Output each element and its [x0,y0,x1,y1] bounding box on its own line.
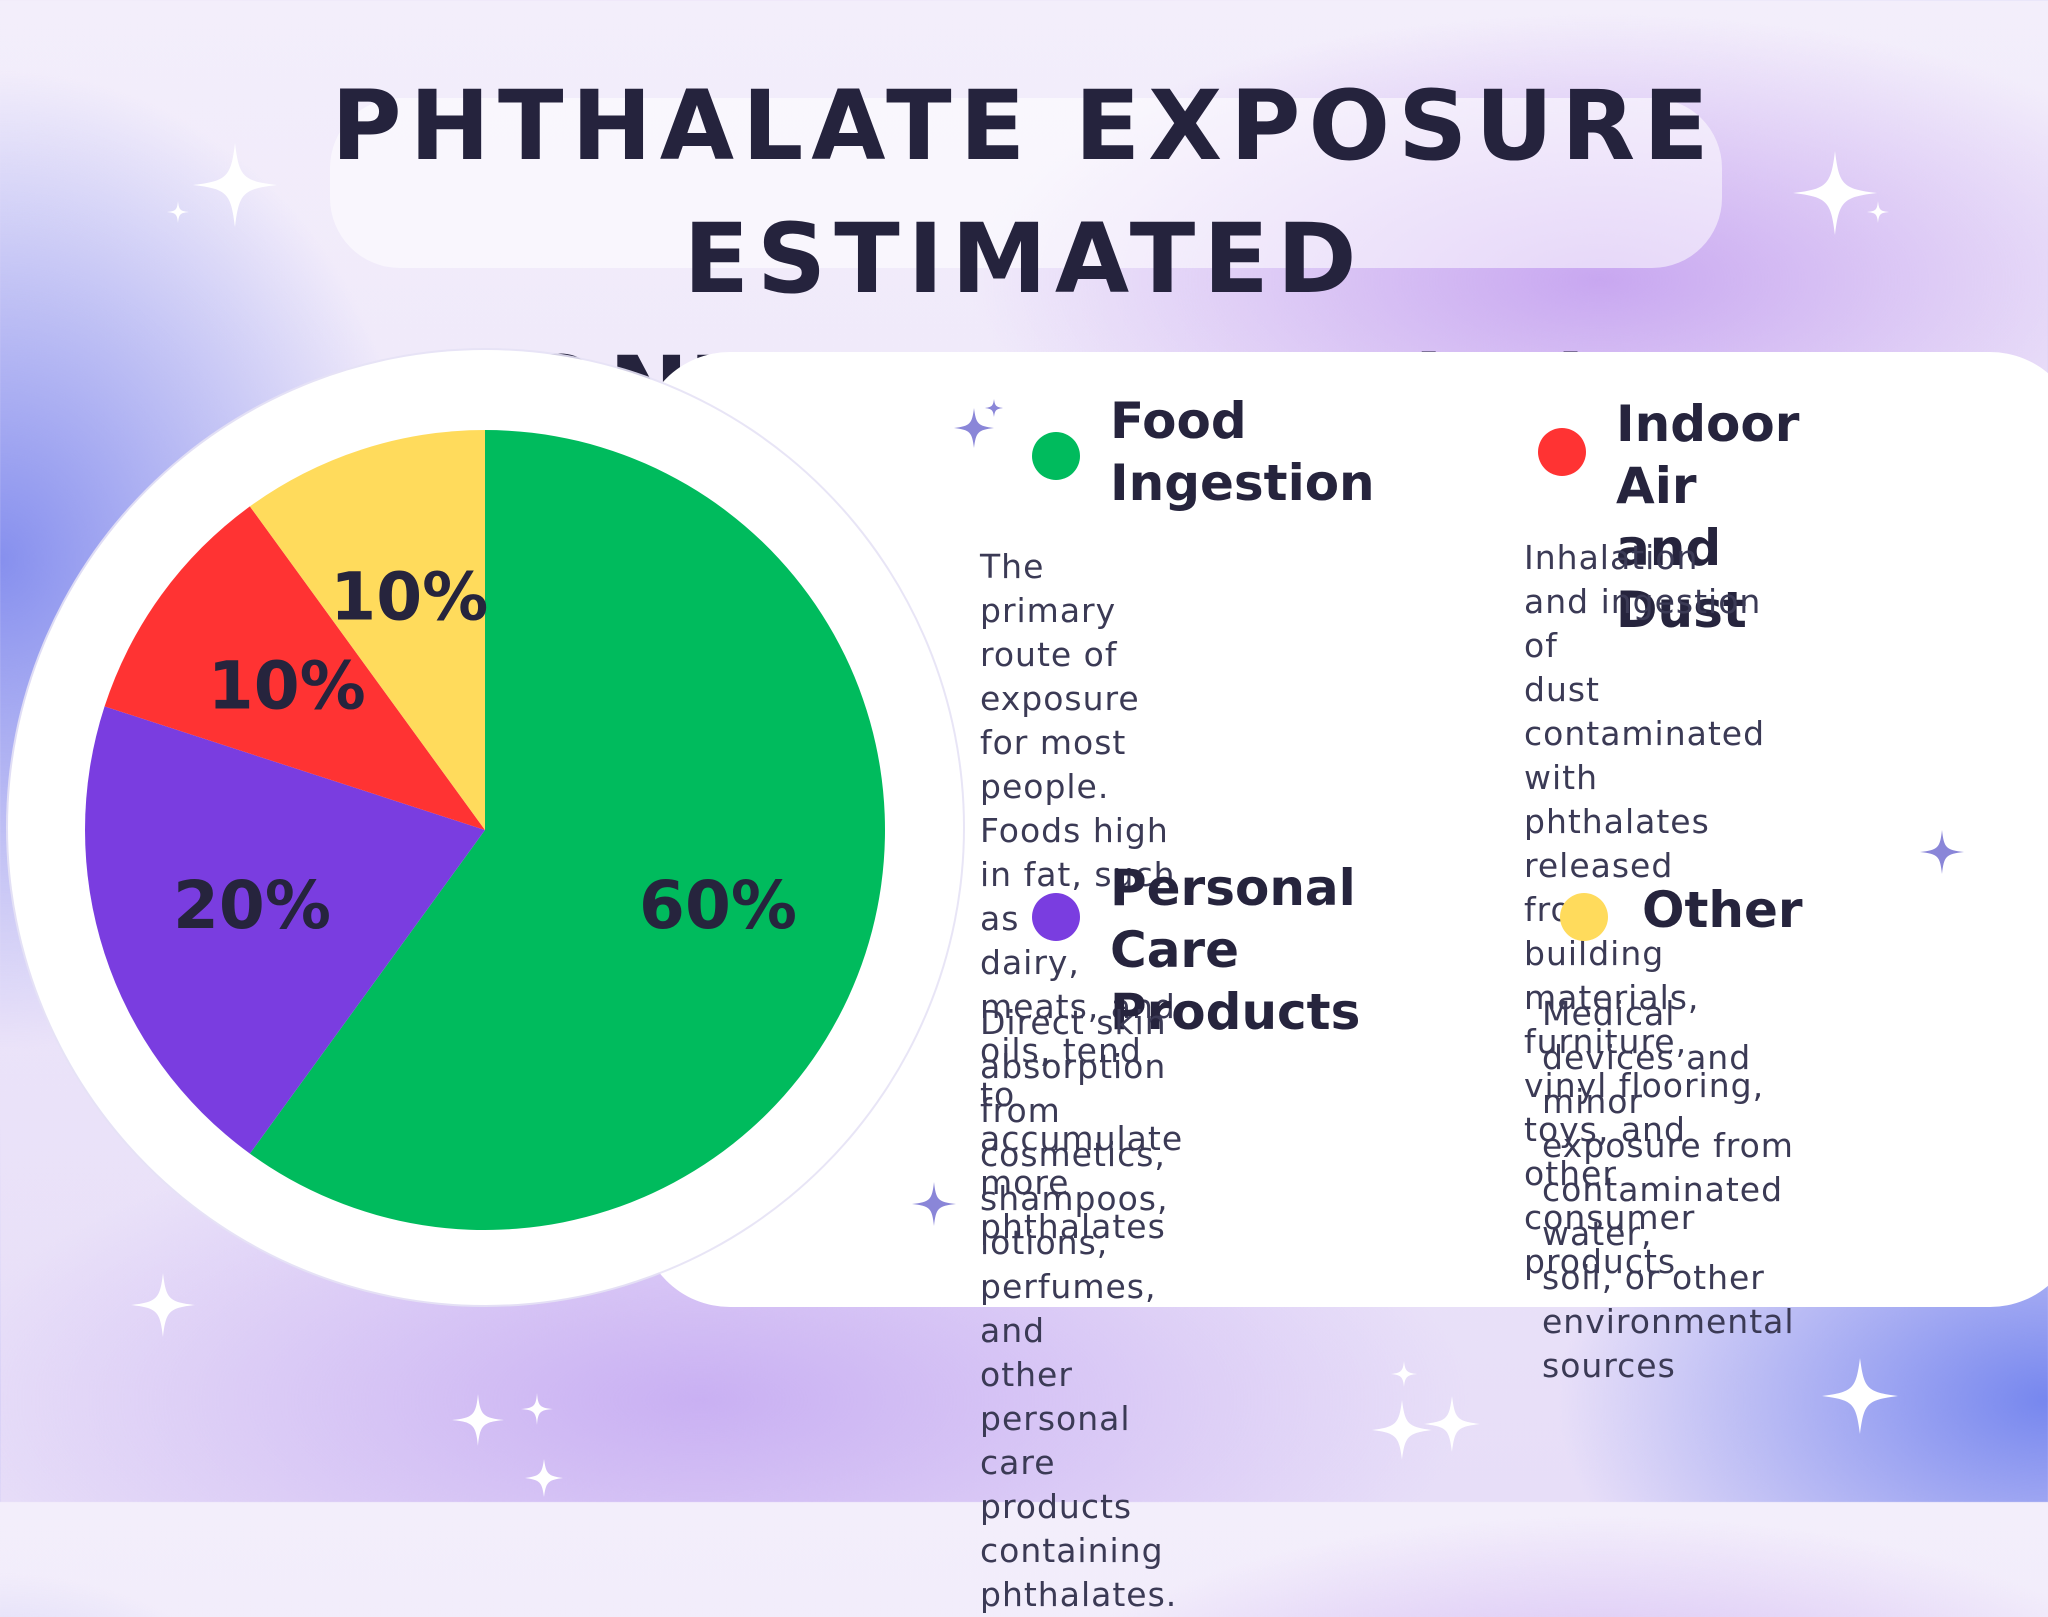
pie-label-indoor-air-and-dust: 10% [208,647,366,724]
indoor-desc-line-4: building materials, [1524,934,1700,1017]
sparkle-icon [912,1182,956,1226]
personal-desc-line-5: products containing [980,1487,1164,1570]
sparkle-icon [525,1459,563,1497]
sparkle-icon [1793,151,1877,235]
personal-desc-line-6: phthalates. [980,1575,1178,1614]
other-desc-line-5: environmental sources [1542,1302,1795,1385]
sparkle-icon [167,201,189,223]
pie-label-other: 10% [330,558,488,635]
food-ingestion-description: The primary route of exposure for most p… [980,545,1183,1249]
sparkle-icon [985,399,1003,417]
pie-slice-personal-care-products [85,706,486,1154]
personal-care-color-dot [1032,893,1080,941]
other-desc-line-2: minor exposure from [1542,1082,1794,1165]
indoor-air-title-line-2: and Dust [1616,519,1747,639]
sparkle-icon [193,143,277,227]
indoor-air-title: Indoor Air and Dust [1616,393,1799,641]
food-desc-line-5: to accumulate more [980,1075,1184,1202]
sparkle-icon [1920,830,1964,874]
personal-care-description: Direct skin absorption from cosmetics, s… [980,1001,1177,1617]
other-title: Other [1642,879,1803,941]
indoor-desc-line-2: dust contaminated with [1524,670,1766,797]
food-ingestion-title-line-2: Ingestion [1110,454,1375,512]
food-desc-line-4: dairy, meats, and oils, tend [980,943,1176,1070]
sparkle-icon [521,1393,553,1425]
pie-slice-other [249,430,485,830]
indoor-desc-line-5: furniture, vinyl flooring, [1524,1022,1765,1105]
food-desc-line-2: exposure for most people. [980,679,1140,806]
personal-care-title-line-1: Personal Care [1110,859,1356,979]
indoor-air-description: Inhalation and ingestion of dust contami… [1524,536,1765,1284]
sparkle-icon [1372,1400,1432,1460]
other-desc-line-3: contaminated water, [1542,1170,1784,1253]
sparkle-icon [954,408,994,448]
personal-desc-line-2: cosmetics, shampoos, [980,1135,1169,1218]
pie-slice-indoor-air-and-dust [104,506,485,830]
personal-care-title: Personal Care Products [1110,857,1360,1043]
sparkle-icon [1391,1361,1417,1387]
pie-label-personal-care-products: 20% [173,867,331,944]
food-desc-line-1: The primary route of [980,547,1118,674]
personal-desc-line-1: Direct skin absorption from [980,1003,1167,1130]
pie-slice-food-ingestion [249,430,886,1230]
sparkle-icon [1867,201,1889,223]
sparkle-icon [1424,1396,1480,1452]
title-backdrop [330,98,1722,268]
other-desc-line-4: soil, or other [1542,1258,1765,1297]
other-description: Medical devices and minor exposure from … [1542,992,1795,1388]
food-desc-line-3: Foods high in fat, such as [980,811,1176,938]
personal-care-title-line-2: Products [1110,983,1361,1041]
food-ingestion-color-dot [1032,432,1080,480]
indoor-desc-line-6: toys, and other consumer [1524,1110,1696,1237]
indoor-air-title-line-1: Indoor Air [1616,395,1800,515]
other-desc-line-1: Medical devices and [1542,994,1752,1077]
sparkle-icon [131,1273,195,1337]
food-ingestion-title-line-1: Food [1110,392,1247,450]
personal-desc-line-3: lotions, perfumes, and [980,1223,1157,1350]
pie-chart: 60% 20% 10% 10% [85,430,886,1230]
pie-label-food-ingestion: 60% [639,867,797,944]
personal-desc-line-4: other personal care [980,1355,1131,1482]
sparkle-icon [452,1394,504,1446]
indoor-desc-line-1: Inhalation and ingestion of [1524,538,1762,665]
food-ingestion-title: Food Ingestion [1110,390,1375,514]
indoor-air-color-dot [1538,428,1586,476]
food-desc-line-6: phthalates [980,1207,1166,1246]
sparkle-icon [1822,1358,1898,1434]
indoor-desc-line-7: products [1524,1242,1677,1281]
chart-title-line-1: PHTHALATE EXPOSURE ESTIMATED [331,70,1717,315]
other-color-dot [1560,893,1608,941]
other-title-line-1: Other [1642,881,1803,939]
